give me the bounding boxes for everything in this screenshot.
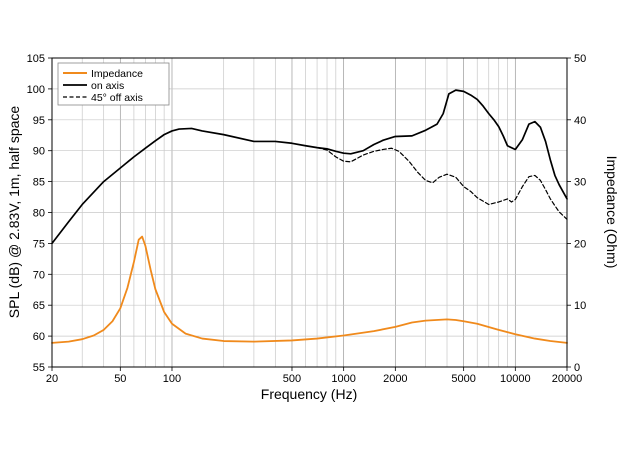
y-left-tick-label: 105: [27, 53, 45, 65]
y-left-tick-label: 70: [33, 269, 45, 281]
x-tick-label: 10000: [500, 373, 531, 385]
legend-label-off-axis: 45° off axis: [91, 92, 143, 104]
legend-box: [57, 62, 170, 106]
x-tick-label: 2000: [383, 373, 407, 385]
y-right-tick-label: 30: [574, 177, 586, 189]
y-left-tick-label: 85: [33, 177, 45, 189]
x-tick-label: 100: [163, 373, 181, 385]
y-right-tick-label: 0: [574, 362, 580, 374]
y-left-tick-label: 75: [33, 238, 45, 250]
legend: Impedance on axis 45° off axis: [57, 62, 170, 106]
y-right-tick-label: 50: [574, 53, 586, 65]
y-left-tick-label: 80: [33, 208, 45, 220]
y-right-tick-label: 10: [574, 300, 586, 312]
y-left-tick-label: 100: [27, 84, 45, 96]
ticks-layer: 20 50 100 500 1000 2000 5000 10000 2000055606570…: [27, 53, 587, 385]
x-tick-label: 20: [46, 373, 58, 385]
x-axis-label: Frequency (Hz): [261, 386, 357, 402]
x-tick-label: 500: [283, 373, 301, 385]
x-tick-label: 5000: [451, 373, 475, 385]
y-right-tick-label: 40: [574, 115, 586, 127]
y-axis-label-left: SPL (dB) @ 2.83V, 1m, half space: [6, 106, 22, 319]
y-right-tick-label: 20: [574, 238, 586, 250]
legend-label-on-axis: on axis: [91, 80, 124, 92]
x-tick-label: 1000: [331, 373, 355, 385]
series-line-impedance: [51, 235, 568, 344]
series-layer: [51, 89, 568, 344]
series-line-45-off-axis: [316, 147, 568, 220]
y-left-tick-label: 55: [33, 362, 45, 374]
y-left-tick-label: 60: [33, 331, 45, 343]
y-left-tick-label: 90: [33, 146, 45, 158]
legend-label-impedance: Impedance: [91, 68, 143, 80]
y-axis-label-right: Impedance (Ohm): [604, 156, 620, 269]
y-left-tick-label: 95: [33, 115, 45, 127]
y-left-tick-label: 65: [33, 300, 45, 312]
x-tick-label: 50: [114, 373, 126, 385]
x-tick-label: 20000: [552, 373, 583, 385]
series-line-on-axis: [51, 89, 568, 245]
